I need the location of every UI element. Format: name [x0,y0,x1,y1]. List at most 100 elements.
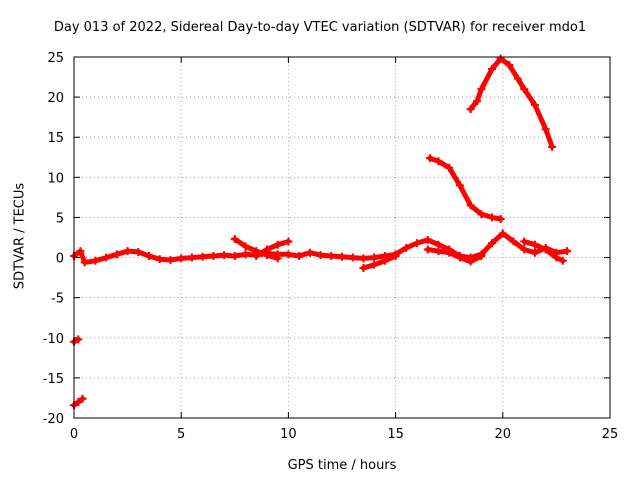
y-tick-label: -20 [43,412,64,427]
data-point [305,248,314,257]
data-point [209,251,218,260]
data-point [434,157,443,166]
series-start-mid [70,335,83,346]
data-point [423,235,432,244]
data-point [548,142,557,151]
data-point [359,254,368,263]
data-point [370,260,379,269]
data-point [102,253,111,262]
y-tick-label: 20 [47,91,64,106]
data-point [466,201,475,210]
data-point [541,125,550,134]
series-line [468,56,555,150]
data-point [541,245,550,254]
data-point [273,254,282,263]
data-point [530,248,539,257]
x-tick-label: 15 [387,427,404,442]
y-tick-label: 0 [56,252,64,267]
series-arc-8.5 [252,237,293,260]
data-point [198,252,207,261]
grid-lines [74,57,610,418]
data-point [455,181,464,190]
data-point [338,252,346,261]
data-point [145,251,154,260]
data-point [80,258,89,267]
data-point [477,210,486,219]
series-start-low [70,394,87,410]
data-point [488,213,497,222]
x-tick-label: 0 [70,427,78,442]
data-point [496,54,505,63]
data-point [466,257,475,266]
data-point [76,247,85,256]
data-point [273,240,282,249]
data-point [262,245,271,254]
data-point [488,239,497,248]
data-point [177,254,186,263]
y-tick-label: 5 [56,211,64,226]
data-point [284,250,293,259]
data-point [496,215,505,224]
series-line [427,155,504,222]
data-point [488,65,497,74]
data-point [284,237,293,246]
data-series [70,54,572,410]
x-tick-label: 5 [177,427,185,442]
data-point [466,105,475,114]
data-point [563,247,572,256]
data-point [187,253,196,262]
y-tick-label: -5 [51,292,64,307]
series-arc-16.5 [423,245,486,266]
plot-frame [73,56,611,419]
data-point [295,251,304,260]
data-point [230,251,239,260]
data-point [530,101,539,110]
data-point [455,253,464,262]
data-point [445,248,454,257]
data-point [425,154,434,163]
data-point [78,394,87,403]
series-arc-21 [520,237,567,265]
data-point [327,251,336,260]
data-point [241,242,250,251]
data-point [380,256,389,265]
series-baseline [70,229,572,267]
x-axis-label: GPS time / hours [287,458,397,473]
data-point [423,245,432,254]
data-point [166,255,175,264]
x-tick-label: 20 [495,427,512,442]
data-point [520,237,529,246]
series-line [360,253,399,271]
chart-title: Day 013 of 2022, Sidereal Day-to-day VTE… [53,20,587,35]
data-point [230,235,239,244]
series-drop-16.5 [425,154,505,224]
y-tick-label: 10 [47,171,64,186]
data-point [530,240,539,249]
series-line [253,239,291,259]
y-tick-label: -15 [43,372,64,387]
data-point [241,250,250,259]
data-point [498,229,507,238]
data-point [91,256,100,265]
data-point [74,397,83,406]
data-point [220,251,229,260]
series-peak-18.5 [466,54,557,151]
data-point [413,239,422,248]
data-point [370,253,379,262]
y-tick-label: 15 [47,131,64,146]
data-point [552,253,561,262]
data-point [520,85,529,94]
axis-ticks: 0 5 10 15 20 25 -20 -15 -10 -5 0 5 10 15 20 25 [43,51,619,442]
data-point [513,74,522,83]
data-point [520,245,529,254]
data-point [348,253,357,262]
x-tick-label: 25 [602,427,619,442]
data-point [434,247,443,256]
data-point [359,263,368,272]
data-point [477,251,486,260]
data-point [134,247,143,256]
y-axis-label: SDTVAR / TECUs [12,182,28,290]
x-tick-label: 10 [280,427,297,442]
data-point [505,61,514,70]
data-point [477,85,486,94]
